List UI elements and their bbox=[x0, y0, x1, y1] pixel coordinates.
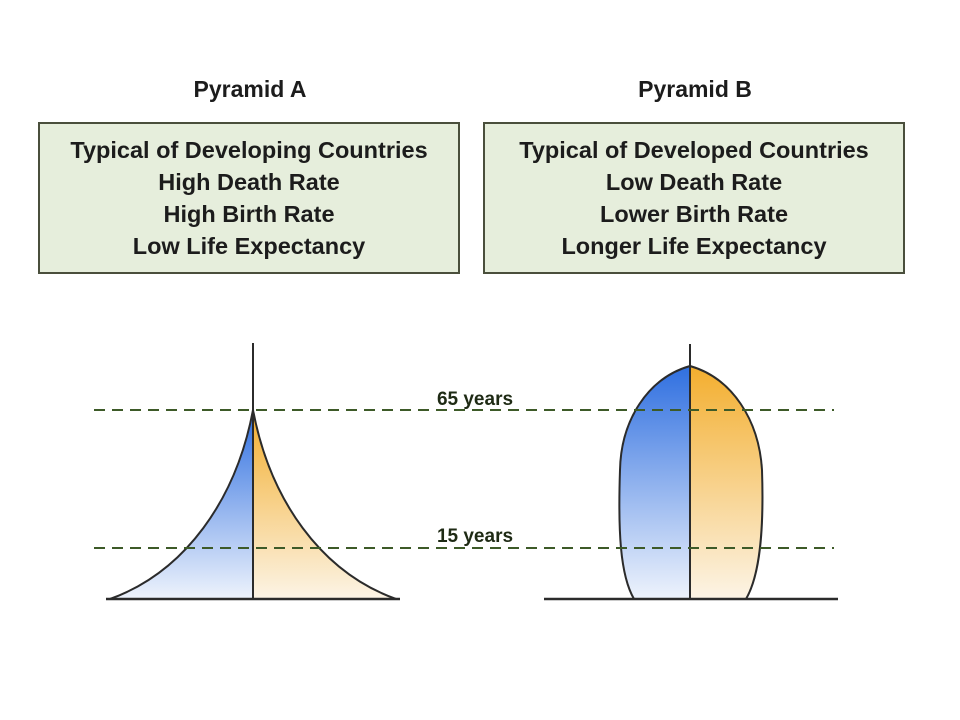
pyramid-a-female-half bbox=[252, 409, 397, 600]
age-label-15: 15 years bbox=[437, 526, 513, 547]
age-label-65: 65 years bbox=[437, 389, 513, 410]
pyramid-a-description-box: Typical of Developing Countries High Dea… bbox=[38, 122, 460, 274]
pyramid-b-male-half bbox=[618, 364, 691, 600]
pyramid-b-line-4: Longer Life Expectancy bbox=[561, 233, 827, 259]
pyramid-b-line-2: Low Death Rate bbox=[605, 169, 783, 195]
pyramid-a-line-4: Low Life Expectancy bbox=[132, 233, 366, 259]
pyramid-b-line-3: Lower Birth Rate bbox=[599, 201, 789, 227]
pyramid-a-shape bbox=[106, 343, 400, 601]
pyramid-a-line-2: High Death Rate bbox=[158, 169, 340, 195]
pyramid-b-title: Pyramid B bbox=[638, 76, 752, 102]
pyramid-b-female-half bbox=[689, 364, 764, 600]
pyramid-a-line-3: High Birth Rate bbox=[163, 201, 335, 227]
pyramid-b-line-1: Typical of Developed Countries bbox=[519, 137, 869, 163]
pyramid-b-shape bbox=[544, 344, 838, 601]
pyramid-a-line-1: Typical of Developing Countries bbox=[70, 137, 428, 163]
pyramid-a-title: Pyramid A bbox=[193, 76, 307, 102]
pyramid-a-male-half bbox=[109, 409, 254, 600]
pyramid-b-description-box: Typical of Developed Countries Low Death… bbox=[483, 122, 905, 274]
